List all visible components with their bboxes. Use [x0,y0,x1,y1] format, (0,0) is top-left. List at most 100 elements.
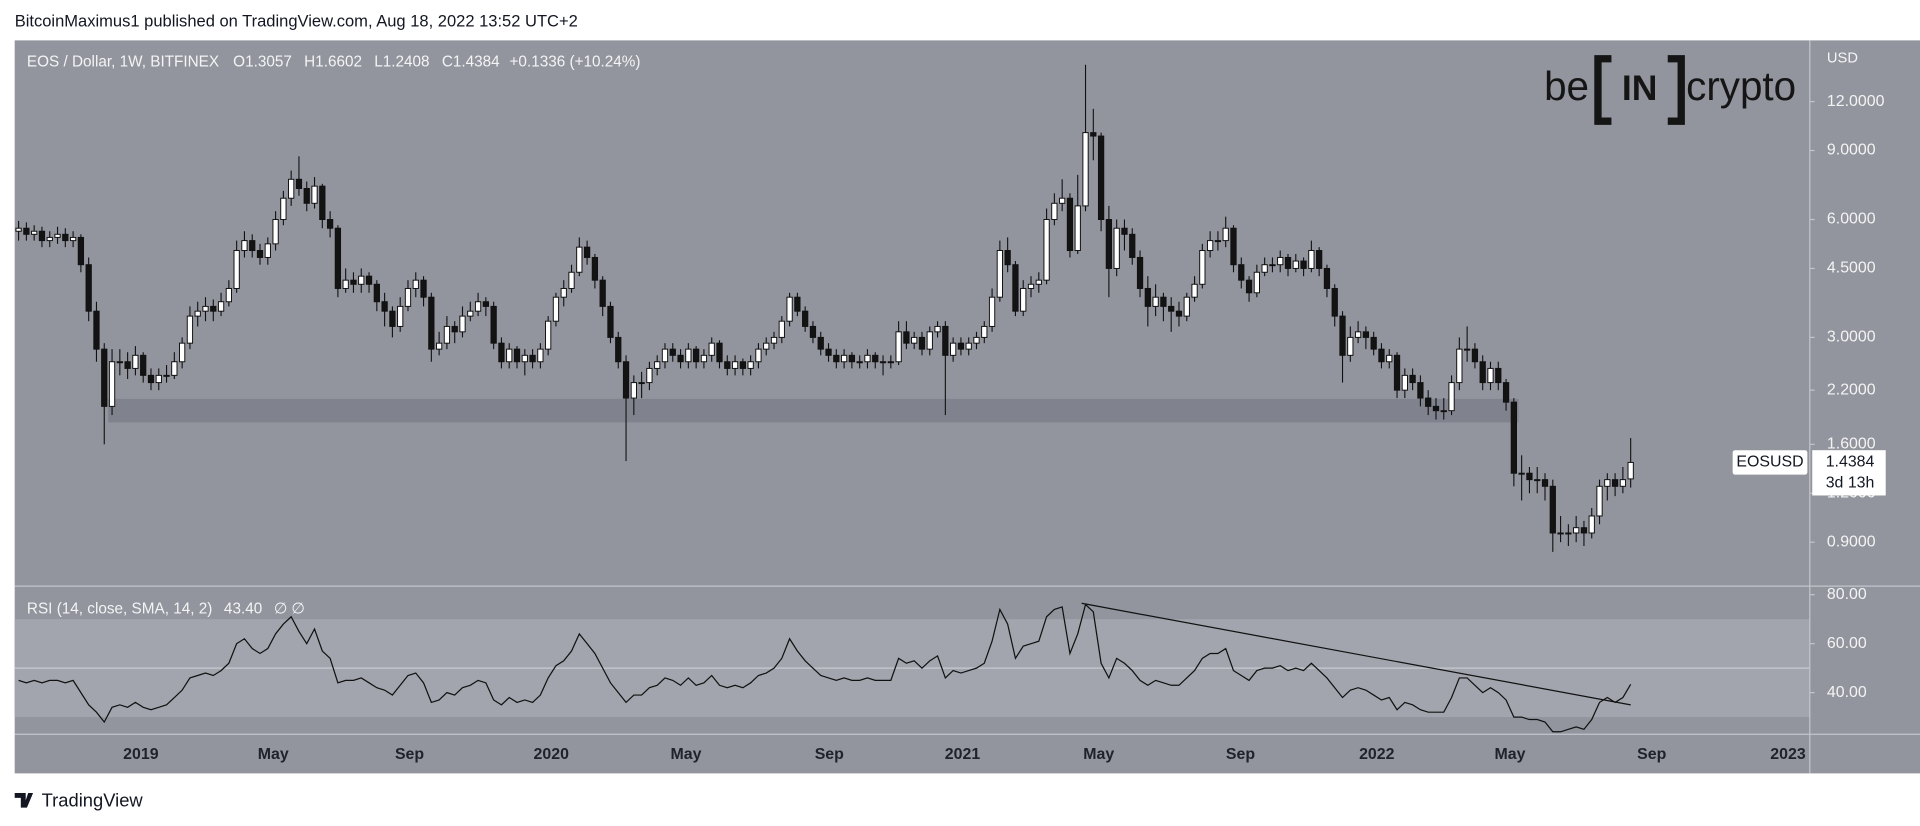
candle-body [272,219,279,245]
legend-change: +0.1336 (+10.24%) [509,53,640,70]
candle-body [903,331,910,344]
candle-body [1253,271,1260,294]
candle-body [1066,197,1074,252]
candle-body [560,287,567,298]
candle-body [708,342,715,356]
candle-body [747,361,754,369]
candle-body [1051,202,1058,220]
logo-left: be [1544,63,1589,109]
candle-body [1393,354,1401,391]
candle-body [1206,240,1214,252]
candle-body [763,342,770,350]
candle-body [1238,264,1245,281]
legend-label: L [374,53,383,70]
candle-body [186,315,194,344]
candle-body [178,342,186,363]
candle-body [350,279,357,285]
candle-body [1183,296,1190,317]
x-tick-label: 2023 [1770,746,1806,763]
candle-body [1502,382,1510,403]
legend-value: 1.2408 [383,53,430,70]
candle-body [591,256,599,281]
brand-icon [28,793,32,798]
candle-body [1347,336,1354,356]
x-tick-label: May [1494,746,1525,763]
price-tag-name: EOSUSD [1736,454,1803,471]
candle-body [1479,361,1486,384]
candle-body [404,287,412,307]
candle-body [537,348,544,363]
candle-body [326,219,334,229]
candle-body [1035,279,1042,285]
legend-label: O [233,53,245,70]
candle-body [443,325,451,344]
candle-body [1580,527,1588,534]
candle-body [1191,283,1198,298]
y-tick-label: 40.00 [1827,684,1867,701]
legend-symbol: EOS / Dollar, 1W, BITFINEX [27,53,219,70]
candle-body [833,354,840,363]
candle-body [38,230,46,242]
y-tick-label: 3.0000 [1827,329,1876,346]
y-tick-label: 6.0000 [1827,211,1876,228]
candle-body [397,305,404,327]
candle-body [1619,479,1627,487]
countdown: 3d 13h [1826,474,1875,491]
y-tick-label: 12.0000 [1827,93,1885,110]
candle-body [1121,227,1128,235]
candle-body [1463,348,1471,351]
candle-body [794,296,801,312]
candle-body [1020,287,1027,312]
candle-body [132,354,139,369]
candle-body [1370,336,1377,350]
x-tick-label: May [1083,746,1114,763]
candle-body [1059,197,1066,204]
candle-body [1549,485,1556,534]
candle-body [1534,479,1541,482]
logo-middle: IN [1622,68,1658,108]
candle-body [1245,279,1253,294]
candle-body [295,178,303,189]
candle-body [85,264,92,312]
candle-body [342,279,349,289]
candle-body [1604,479,1611,487]
candle-body [521,354,528,363]
x-tick-label: 2022 [1359,746,1395,763]
candle-body [1043,219,1050,281]
candle-body [140,354,147,376]
candle-body [1518,472,1525,475]
x-tick-label: May [671,746,702,763]
x-tick-label: Sep [395,746,424,763]
candle-body [1354,331,1362,338]
candle-body [459,315,466,333]
candle-body [786,296,793,322]
candle-body [770,336,778,344]
candle-body [1557,532,1564,535]
candle-body [241,240,248,252]
logo-bracket [1594,55,1612,125]
candle-body [661,348,669,363]
candle-body [1425,397,1432,407]
candle-body [1199,250,1206,285]
candle-body [1362,331,1370,338]
price-tag-value: 1.4384 [1826,454,1875,471]
candle-body [942,325,949,356]
candle-body [506,348,513,363]
candle-body [225,287,232,303]
price-tag-box [1732,450,1808,475]
candle-body [840,354,848,363]
rsi-legend: RSI (14, close, SMA, 14, 2) 43.40 ∅ ∅ [27,600,305,617]
candle-body [599,279,606,307]
logo-bracket [1667,55,1685,125]
candle-body [1277,256,1284,266]
candle-body [731,361,739,369]
candle-body [809,325,817,338]
candle-body [311,185,318,204]
candle-body [1012,264,1019,312]
candle-body [1152,296,1159,307]
candle-body [513,348,521,363]
candle-body [949,342,957,356]
candle-body [607,305,614,338]
candle-body [116,361,123,364]
